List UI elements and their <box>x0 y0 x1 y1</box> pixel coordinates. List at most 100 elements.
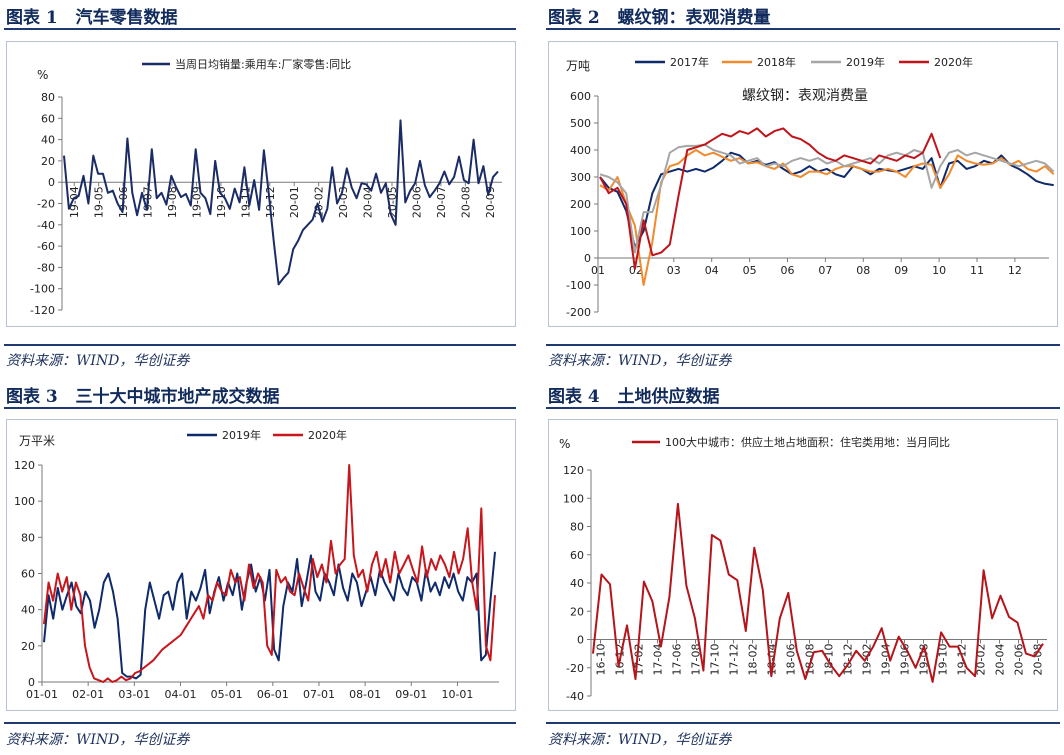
legend-label-3: 2019年 <box>846 55 885 69</box>
x-tick-label: 10 <box>932 264 946 277</box>
x-tick-label: 09 <box>894 264 908 277</box>
x-tick-label: 12 <box>1008 264 1022 277</box>
x-tick-label: 19-08 <box>918 644 931 676</box>
y-tick-label: 20 <box>41 155 55 168</box>
x-tick-label: 01 <box>591 264 605 277</box>
x-tick-label: 20-09 <box>484 186 497 218</box>
y-tick-label: 500 <box>570 117 591 130</box>
x-tick-label: 04-01 <box>165 688 197 701</box>
y-tick-label: 80 <box>41 91 55 104</box>
x-tick-label: 20-03 <box>337 186 350 218</box>
x-tick-label: 20-01 <box>288 186 301 218</box>
panel1-title-rule <box>4 28 516 30</box>
y-axis-label: 万吨 <box>566 59 590 73</box>
panel4-source-rule <box>546 722 1060 724</box>
x-tick-label: 17-04 <box>652 644 665 676</box>
panel2-chart: 600 500 400 300 200 100 0 -100 -200 万吨 01 02 03 04 05 0… <box>566 55 1055 319</box>
y-tick-label: 120 <box>14 459 35 472</box>
y-tick-label: -100 <box>566 279 591 292</box>
y-tick-label: 100 <box>570 225 591 238</box>
x-tick-label: 18-06 <box>785 644 798 676</box>
y-tick-label: 60 <box>41 112 55 125</box>
y-tick-label: 0 <box>28 676 35 689</box>
y-axis-label: 万平米 <box>19 434 55 448</box>
x-tick-label: 17-12 <box>728 644 741 676</box>
panel1-source: 资料来源：WIND，华创证券 <box>6 353 190 369</box>
x-tick-label: 19-08 <box>166 186 179 218</box>
y-axis-label: % <box>37 68 48 82</box>
panel2-source-rule <box>546 344 1060 346</box>
x-tick-label: 20-08 <box>1032 644 1045 676</box>
legend-label-1: 100大中城市：供应土地占地面积：住宅类用地：当月同比 <box>665 435 950 449</box>
y-tick-label: -40 <box>37 219 55 232</box>
x-tick-label: 02-01 <box>72 688 104 701</box>
panel4-title: 图表 4 土地供应数据 <box>548 382 720 407</box>
y-tick-label: -40 <box>566 690 584 703</box>
legend-label-1: 2019年 <box>222 428 261 442</box>
x-tick-label: 18-02 <box>747 644 760 676</box>
y-tick-label: -60 <box>37 240 55 253</box>
series-line-1 <box>43 551 496 680</box>
panel4-title-rule <box>546 407 1060 409</box>
x-tick-label: 17-06 <box>671 644 684 676</box>
panel4-source: 资料来源：WIND，华创证券 <box>548 732 732 748</box>
series-line-1 <box>592 502 1044 683</box>
y-tick-label: -120 <box>30 304 55 317</box>
y-tick-label: 0 <box>584 252 591 265</box>
x-tick-label: 20-07 <box>435 186 448 218</box>
panel2-source: 资料来源：WIND，华创证券 <box>548 353 732 369</box>
x-tick-label: 01-01 <box>26 688 58 701</box>
panel3-source-rule <box>4 722 516 724</box>
x-tick-label: 02 <box>629 264 643 277</box>
x-tick-label: 19-04 <box>68 186 81 218</box>
y-tick-label: 0 <box>577 634 584 647</box>
panel2-title-num: 图表 2 <box>548 8 600 28</box>
x-tick-label: 19-09 <box>190 186 203 218</box>
y-tick-label: 60 <box>570 549 584 562</box>
y-tick-label: 100 <box>563 492 584 505</box>
y-tick-label: 80 <box>21 531 35 544</box>
panel2-title-rule <box>546 28 1060 30</box>
y-tick-label: 20 <box>21 640 35 653</box>
legend-label-2: 2018年 <box>757 55 796 69</box>
panel2-chart-frame: 600 500 400 300 200 100 0 -100 -200 万吨 01 02 03 04 05 0… <box>548 41 1058 327</box>
panel1-source-rule <box>4 344 516 346</box>
panel1-title: 图表 1 汽车零售数据 <box>6 3 178 28</box>
x-tick-label: 19-10 <box>937 644 950 676</box>
x-tick-label: 19-05 <box>93 186 106 218</box>
x-tick-label: 19-11 <box>239 186 252 218</box>
series-line-2 <box>599 149 1055 286</box>
panel1-title-num: 图表 1 <box>6 8 58 28</box>
y-tick-label: 120 <box>563 464 584 477</box>
y-tick-label: 400 <box>570 144 591 157</box>
x-tick-label: 06-01 <box>257 688 289 701</box>
x-tick-label: 07-01 <box>303 688 335 701</box>
panel3-chart-frame: 120 100 80 60 40 20 0 万平米 01-01 02-01 03-01 04-01 05… <box>6 419 516 711</box>
x-tick-label: 20-04 <box>362 186 375 218</box>
x-tick-label: 08-01 <box>349 688 381 701</box>
series-line-3 <box>599 143 1055 254</box>
x-tick-label: 20-06 <box>410 186 423 218</box>
x-tick-label: 10-01 <box>441 688 473 701</box>
panel1-title-text: 汽车零售数据 <box>75 8 178 28</box>
y-tick-label: 600 <box>570 90 591 103</box>
y-tick-label: -20 <box>566 662 584 675</box>
series-line-1 <box>63 119 499 286</box>
x-tick-label: 05-01 <box>211 688 243 701</box>
x-tick-label: 19-12 <box>956 644 969 676</box>
y-tick-label: -20 <box>37 198 55 211</box>
x-tick-label: 18-08 <box>804 644 817 676</box>
x-tick-label: 05 <box>743 264 757 277</box>
y-tick-label: 80 <box>570 521 584 534</box>
legend-label-4: 2020年 <box>934 55 973 69</box>
x-tick-label: 20-06 <box>1013 644 1026 676</box>
x-tick-label: 06 <box>780 264 794 277</box>
x-tick-label: 17-08 <box>690 644 703 676</box>
panel2-title-text: 螺纹钢：表观消费量 <box>617 8 771 28</box>
x-tick-label: 09-01 <box>395 688 427 701</box>
panel1-chart: 80 60 40 20 0 -20 -40 -60 -80 -100 -120% 19-04 19-05… <box>30 57 502 317</box>
panel2-title: 图表 2 螺纹钢：表观消费量 <box>548 3 771 28</box>
panel3-title: 图表 3 三十大中城市地产成交数据 <box>6 382 280 407</box>
y-tick-label: -80 <box>37 261 55 274</box>
